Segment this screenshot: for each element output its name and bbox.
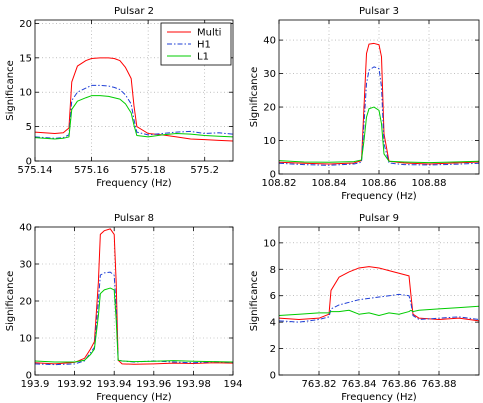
series-line-l1 [34,287,234,363]
x-tick-label: 575.2 [190,165,219,176]
y-tick-label: 20 [263,103,276,114]
y-tick-label: 30 [263,69,276,80]
x-tick-label: 193.94 [97,379,132,390]
y-tick-label: 15 [19,53,32,64]
x-tick-label: 575.16 [74,165,109,176]
x-tick-label: 763.84 [342,379,377,390]
series-line-l1 [278,106,480,164]
plot-frame [278,226,480,376]
series-line-h1 [278,293,480,323]
y-axis-label: Significance [5,60,16,121]
x-tick-label: 194 [223,379,242,390]
x-tick-label: 575.14 [18,165,53,176]
y-tick-label: 40 [19,223,32,234]
y-tick-label: 5 [26,122,32,133]
series-line-l1 [34,95,234,140]
x-tick-label: 575.18 [131,165,166,176]
series-line-multi [34,228,234,365]
y-tick-label: 8 [270,265,276,276]
y-tick-label: 0 [26,371,32,382]
legend-label: L1 [197,52,209,63]
x-tick-label: 108.88 [412,178,447,189]
chart-panel-1: 575.14 575.16 575.18 575.2 0 5 10 15 20 Pulsar 2 F… [5,6,234,189]
x-tick-label: 763.88 [422,379,457,390]
y-tick-label: 30 [19,260,32,271]
y-tick-label: 0 [26,157,32,168]
y-tick-label: 10 [263,238,276,249]
y-axis-label: Significance [249,271,260,332]
chart-panel-3: 193.9 193.92 193.94 193.96 193.98 194 0 10 20 30 4… [5,213,243,403]
x-axis-label: Frequency (Hz) [96,178,172,189]
x-tick-label: 193.92 [57,379,92,390]
series-line-h1 [34,84,234,139]
y-tick-label: 0 [270,170,276,181]
x-tick-label: 108.84 [312,178,347,189]
series-line-h1 [278,66,480,166]
y-tick-label: 10 [19,88,32,99]
x-axis-label: Frequency (Hz) [341,392,417,403]
y-tick-label: 0 [270,371,276,382]
plot-area [279,227,479,375]
x-tick-label: 193.98 [176,379,211,390]
x-axis-label: Frequency (Hz) [341,191,417,202]
chart-panel-2: 108.82 108.84 108.86 108.88 0 10 20 30 40 Pulsar … [249,6,480,202]
legend-box [160,22,232,66]
series-line-multi [278,42,480,165]
series-line-multi [278,266,480,322]
x-tick-label: 193.9 [21,379,50,390]
x-tick-label: 108.86 [362,178,397,189]
x-tick-label: 763.82 [302,379,337,390]
x-tick-label: 108.82 [262,178,297,189]
chart-title: Pulsar 2 [114,6,154,17]
y-axis-label: Significance [249,67,260,128]
chart-title: Pulsar 3 [359,6,399,17]
y-tick-label: 6 [270,291,276,302]
y-tick-label: 10 [263,136,276,147]
y-tick-label: 4 [270,318,276,329]
series-line-l1 [278,305,480,317]
x-tick-label: 763.86 [382,379,417,390]
y-tick-label: 2 [270,344,276,355]
y-tick-label: 10 [19,334,32,345]
y-axis-label: Significance [5,271,16,332]
y-tick-label: 40 [263,36,276,47]
y-tick-label: 20 [19,297,32,308]
plot-frame [34,19,234,162]
series-line-multi [34,57,234,142]
x-axis-label: Frequency (Hz) [96,392,172,403]
legend-label: Multi [197,28,221,39]
y-tick-label: 20 [19,19,32,30]
chart-title: Pulsar 8 [114,213,154,224]
chart-title: Pulsar 9 [359,213,399,224]
legend-label: H1 [197,40,211,51]
x-tick-label: 193.96 [136,379,171,390]
chart-panel-4: 763.82 763.84 763.86 763.88 0 2 4 6 8 10 Pulsar 9 F… [249,213,480,403]
